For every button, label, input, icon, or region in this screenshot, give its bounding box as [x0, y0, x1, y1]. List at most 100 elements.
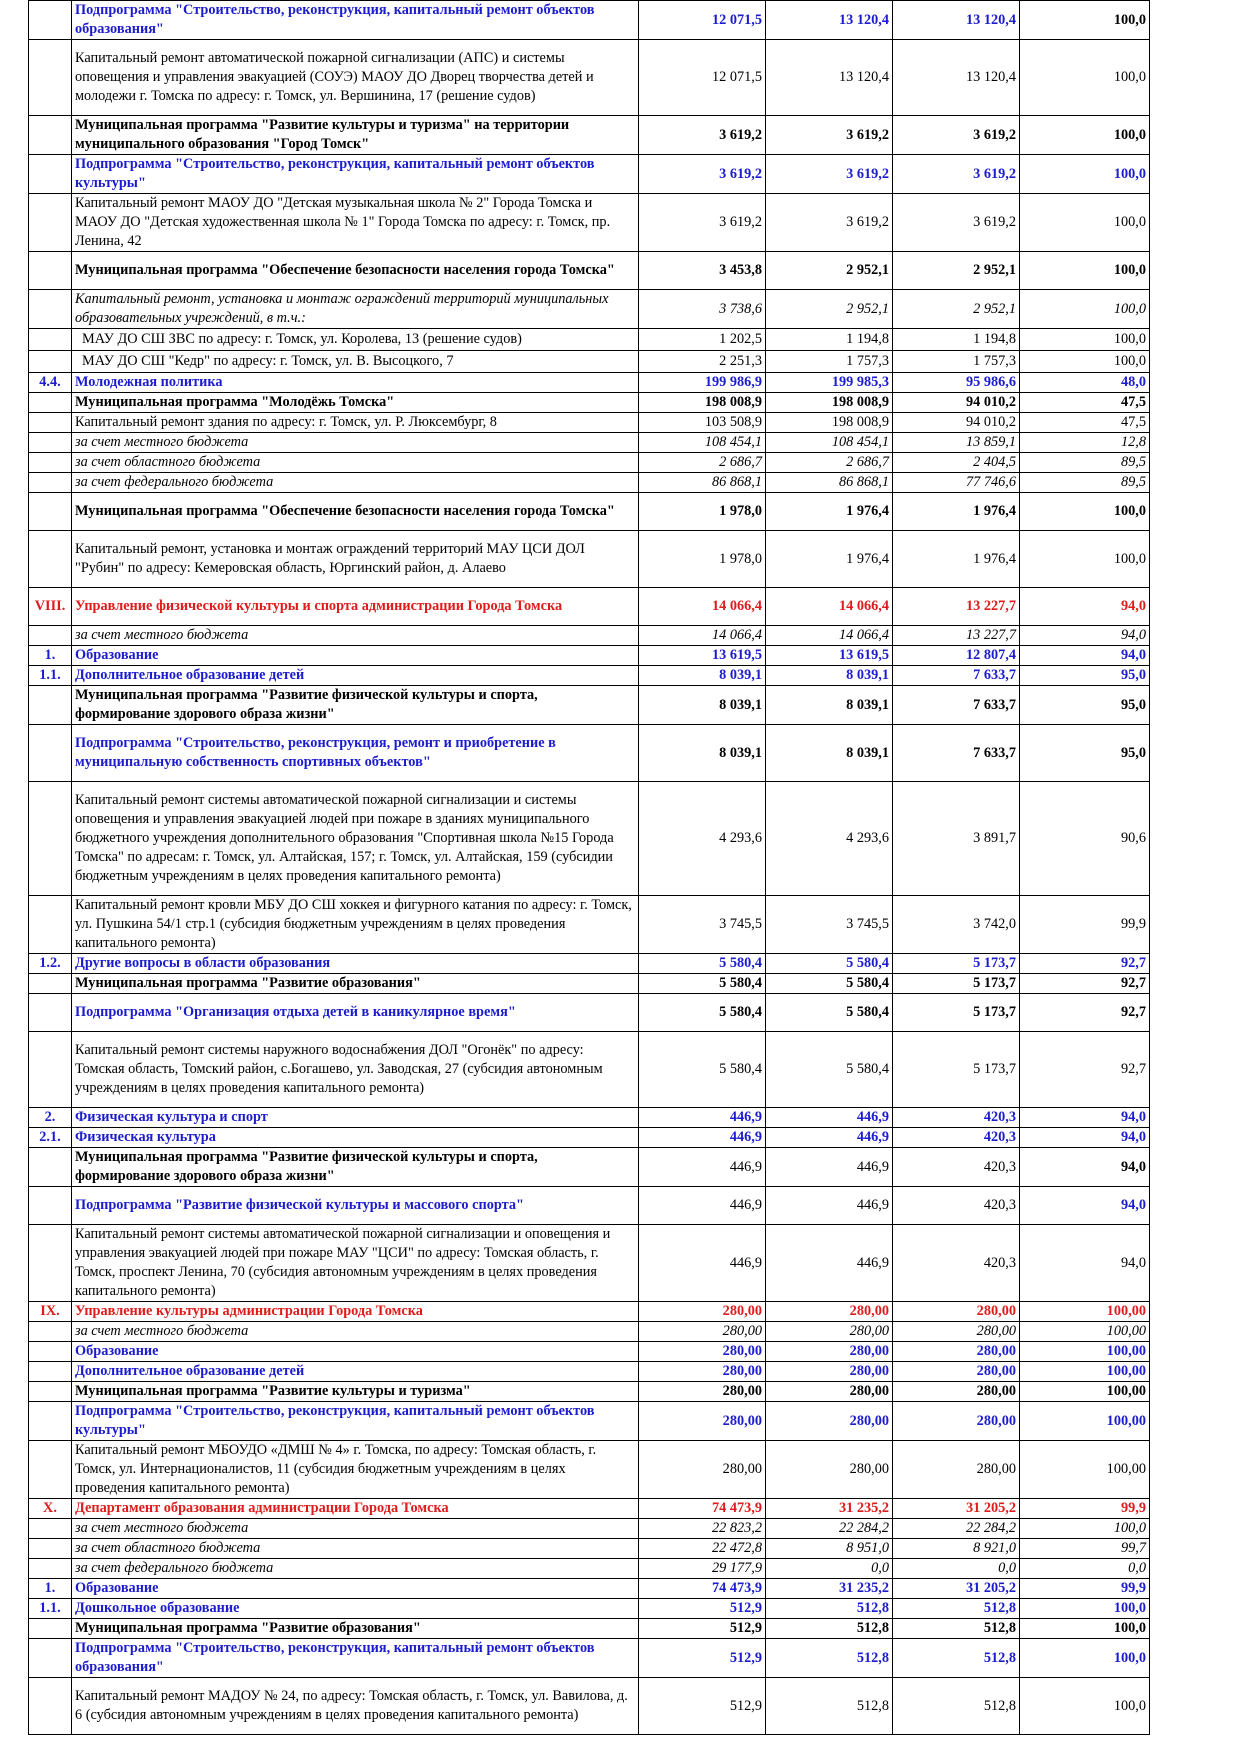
- table-row: Капитальный ремонт, установка и монтаж о…: [28, 530, 1150, 588]
- value-cell: 86 868,1: [765, 472, 893, 493]
- value-cell: 22 284,2: [892, 1518, 1020, 1539]
- percent-cell: 99,9: [1019, 1578, 1150, 1599]
- table-row: X. Департамент образования администрации …: [28, 1498, 1150, 1519]
- table-row: Муниципальная программа "Обеспечение без…: [28, 492, 1150, 531]
- value-cell: 420,3: [892, 1107, 1020, 1128]
- value-cell: 512,8: [765, 1638, 893, 1678]
- percent-cell: 95,0: [1019, 665, 1150, 686]
- row-number: [28, 1440, 72, 1499]
- table-row: Муниципальная программа "Развитие культу…: [28, 1381, 1150, 1402]
- value-cell: 1 757,3: [892, 350, 1020, 373]
- table-row: 1.1. Дополнительное образование детей 8 03…: [28, 665, 1150, 686]
- value-cell: 280,00: [765, 1341, 893, 1362]
- percent-cell: 89,5: [1019, 472, 1150, 493]
- value-cell: 280,00: [638, 1401, 766, 1441]
- table-row: 1.1. Дошкольное образование 512,9 512,8 512,…: [28, 1598, 1150, 1619]
- value-cell: 8 039,1: [765, 724, 893, 782]
- percent-cell: 48,0: [1019, 372, 1150, 393]
- percent-cell: 47,5: [1019, 412, 1150, 433]
- value-cell: 280,00: [892, 1301, 1020, 1322]
- table-row: Муниципальная программа "Молодёжь Томска…: [28, 392, 1150, 413]
- row-description: Муниципальная программа "Развитие культу…: [71, 1381, 639, 1402]
- row-number: [28, 251, 72, 290]
- value-cell: 280,00: [765, 1440, 893, 1499]
- row-number: [28, 781, 72, 896]
- table-row: Капитальный ремонт МАОУ ДО "Детская музы…: [28, 193, 1150, 252]
- value-cell: 4 293,6: [765, 781, 893, 896]
- row-description: за счет федерального бюджета: [71, 472, 639, 493]
- table-row: 1.2. Другие вопросы в области образования…: [28, 953, 1150, 974]
- value-cell: 512,8: [892, 1638, 1020, 1678]
- row-description: Капитальный ремонт МБОУДО «ДМШ № 4» г. Т…: [71, 1440, 639, 1499]
- row-description: Капитальный ремонт системы наружного вод…: [71, 1031, 639, 1108]
- value-cell: 446,9: [765, 1107, 893, 1128]
- row-description: Образование: [71, 1341, 639, 1362]
- row-description: за счет областного бюджета: [71, 1538, 639, 1559]
- value-cell: 2 686,7: [765, 452, 893, 473]
- row-description: Другие вопросы в области образования: [71, 953, 639, 974]
- value-cell: 280,00: [892, 1341, 1020, 1362]
- value-cell: 3 619,2: [638, 193, 766, 252]
- value-cell: 280,00: [765, 1381, 893, 1402]
- value-cell: 13 227,7: [892, 625, 1020, 646]
- value-cell: 13 619,5: [638, 645, 766, 666]
- percent-cell: 100,0: [1019, 154, 1150, 194]
- row-description: за счет местного бюджета: [71, 432, 639, 453]
- percent-cell: 100,0: [1019, 1677, 1150, 1735]
- value-cell: 280,00: [765, 1361, 893, 1382]
- row-number: [28, 472, 72, 493]
- table-row: за счет областного бюджета 22 472,8 8 951,…: [28, 1538, 1150, 1559]
- row-description: Капитальный ремонт здания по адресу: г. …: [71, 412, 639, 433]
- row-number: [28, 1638, 72, 1678]
- percent-cell: 0,0: [1019, 1558, 1150, 1579]
- value-cell: 512,8: [765, 1618, 893, 1639]
- table-row: Подпрограмма "Строительство, реконструкц…: [28, 1638, 1150, 1678]
- value-cell: 3 619,2: [765, 154, 893, 194]
- row-number: [28, 1186, 72, 1225]
- value-cell: 5 580,4: [765, 993, 893, 1032]
- value-cell: 7 633,7: [892, 724, 1020, 782]
- row-number: 2.1.: [28, 1127, 72, 1148]
- percent-cell: 100,0: [1019, 251, 1150, 290]
- percent-cell: 99,7: [1019, 1538, 1150, 1559]
- table-row: Капитальный ремонт МАДОУ № 24, по адресу…: [28, 1677, 1150, 1735]
- value-cell: 31 235,2: [765, 1578, 893, 1599]
- percent-cell: 94,0: [1019, 1147, 1150, 1187]
- value-cell: 5 580,4: [765, 973, 893, 994]
- table-row: Образование 280,00 280,00 280,00 100,00: [28, 1341, 1150, 1362]
- value-cell: 3 891,7: [892, 781, 1020, 896]
- row-description: Подпрограмма "Строительство, реконструкц…: [71, 724, 639, 782]
- value-cell: 280,00: [638, 1361, 766, 1382]
- table-row: за счет местного бюджета 22 823,2 22 284,2…: [28, 1518, 1150, 1539]
- percent-cell: 100,0: [1019, 1598, 1150, 1619]
- table-row: Муниципальная программа "Развитие культу…: [28, 115, 1150, 155]
- table-row: Подпрограмма "Организация отдыха детей в…: [28, 993, 1150, 1032]
- row-number: [28, 452, 72, 473]
- table-row: Капитальный ремонт, установка и монтаж о…: [28, 289, 1150, 329]
- row-description: Муниципальная программа "Развитие физиче…: [71, 1147, 639, 1187]
- percent-cell: 94,0: [1019, 587, 1150, 626]
- table-row: Капитальный ремонт системы наружного вод…: [28, 1031, 1150, 1108]
- value-cell: 3 745,5: [638, 895, 766, 954]
- value-cell: 31 235,2: [765, 1498, 893, 1519]
- value-cell: 3 742,0: [892, 895, 1020, 954]
- value-cell: 280,00: [892, 1401, 1020, 1441]
- value-cell: 13 120,4: [765, 0, 893, 40]
- percent-cell: 100,00: [1019, 1361, 1150, 1382]
- row-number: [28, 328, 72, 351]
- value-cell: 5 580,4: [638, 1031, 766, 1108]
- row-number: [28, 973, 72, 994]
- row-description: Образование: [71, 645, 639, 666]
- row-number: [28, 685, 72, 725]
- row-description: Муниципальная программа "Обеспечение без…: [71, 251, 639, 290]
- percent-cell: 94,0: [1019, 1186, 1150, 1225]
- value-cell: 512,9: [638, 1618, 766, 1639]
- value-cell: 3 745,5: [765, 895, 893, 954]
- percent-cell: 94,0: [1019, 1107, 1150, 1128]
- percent-cell: 92,7: [1019, 953, 1150, 974]
- value-cell: 199 985,3: [765, 372, 893, 393]
- table-row: Подпрограмма "Строительство, реконструкц…: [28, 154, 1150, 194]
- table-row: за счет местного бюджета 280,00 280,00 280,…: [28, 1321, 1150, 1342]
- table-row: Капитальный ремонт системы автоматическо…: [28, 781, 1150, 896]
- value-cell: 420,3: [892, 1186, 1020, 1225]
